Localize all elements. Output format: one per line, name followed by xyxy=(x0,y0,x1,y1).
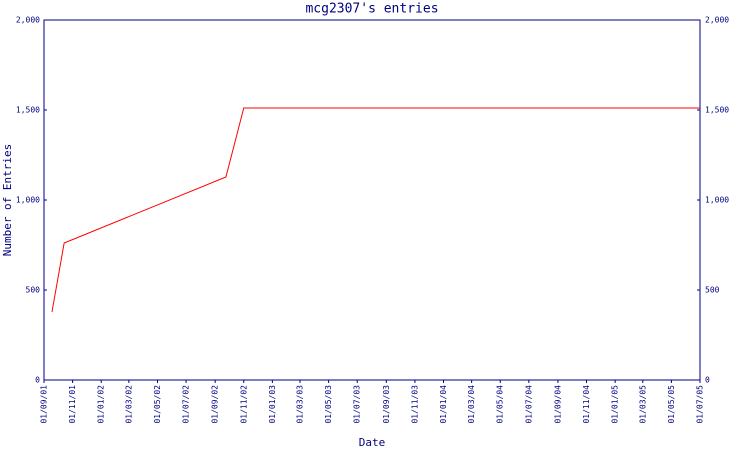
x-axis-label: Date xyxy=(359,436,386,449)
x-tick-label: 01/07/04 xyxy=(524,385,533,424)
x-tick-label: 01/01/05 xyxy=(611,385,620,424)
y-tick-label: 0 xyxy=(35,376,40,385)
x-tick-label: 01/07/03 xyxy=(353,385,362,424)
x-tick-label: 01/03/04 xyxy=(467,385,476,424)
x-tick-label: 01/03/05 xyxy=(638,385,647,424)
x-tick-label: 01/11/01 xyxy=(68,385,77,424)
x-tick-label: 01/01/02 xyxy=(97,385,106,424)
x-tick-label: 01/05/05 xyxy=(667,385,676,424)
y-tick-label: 500 xyxy=(26,286,41,295)
x-tick-label: 01/11/03 xyxy=(410,385,419,424)
y-tick-label: 1,500 xyxy=(16,106,40,115)
y-tick-label: 1,000 xyxy=(16,196,40,205)
x-tick-label: 01/11/02 xyxy=(239,385,248,424)
line xyxy=(51,107,700,313)
y-tick-label: 2,000 xyxy=(16,16,40,25)
y-axis-label: Number of Entries xyxy=(1,144,14,257)
x-tick-label: 01/09/02 xyxy=(211,385,220,424)
x-tick-label: 01/09/04 xyxy=(553,385,562,424)
y2-tick-label: 1,500 xyxy=(705,106,729,115)
x-tick-label: 01/09/01 xyxy=(40,385,49,424)
x-tick-label: 01/05/03 xyxy=(324,385,333,424)
y2-tick-label: 1,000 xyxy=(705,196,729,205)
x-tick-label: 01/01/04 xyxy=(439,385,448,424)
x-tick-label: 01/05/02 xyxy=(153,385,162,424)
x-tick-label: 01/09/03 xyxy=(382,385,391,424)
x-tick-label: 01/11/04 xyxy=(582,385,591,424)
y2-tick-label: 0 xyxy=(705,376,710,385)
x-tick-label: 01/03/02 xyxy=(124,385,133,424)
x-tick-label: 01/07/05 xyxy=(696,385,705,424)
x-tick-label: 01/01/03 xyxy=(268,385,277,424)
x-tick-label: 01/03/03 xyxy=(296,385,305,424)
plot-frame xyxy=(43,19,701,381)
x-tick-label: 01/07/02 xyxy=(182,385,191,424)
chart-title: mcg2307's entries xyxy=(305,2,438,17)
x-tick-label: 01/05/04 xyxy=(496,385,505,424)
y2-tick-label: 2,000 xyxy=(705,16,729,25)
y2-tick-label: 500 xyxy=(705,286,720,295)
